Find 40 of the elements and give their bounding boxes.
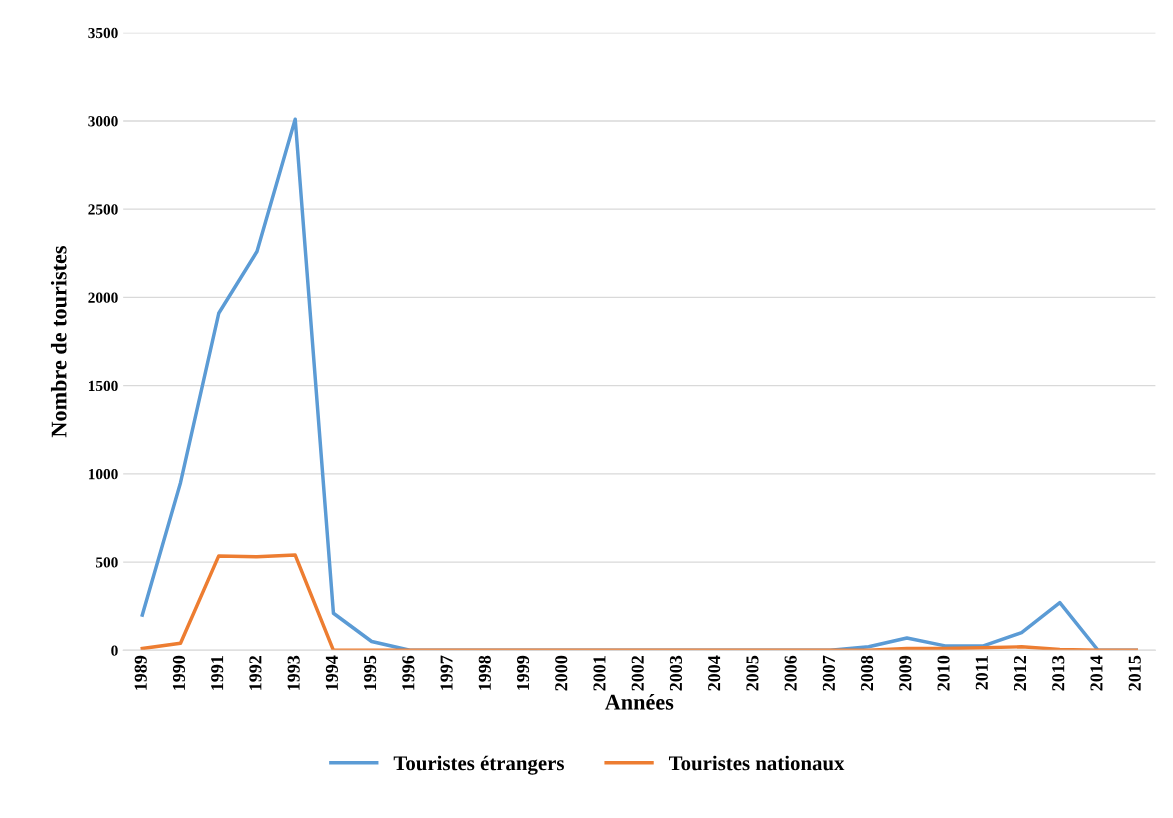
legend-label: Touristes nationaux [668, 755, 845, 771]
y-tick-label: 0 [111, 645, 118, 656]
x-tick-label: 2015 [1128, 655, 1141, 691]
x-tick-label: 1997 [440, 655, 453, 690]
y-tick-label: 1000 [88, 469, 118, 480]
x-tick-label: 2000 [555, 655, 568, 691]
x-tick-label: 1998 [478, 655, 491, 690]
x-tick-label: 2004 [708, 655, 721, 691]
x-tick-label: 1990 [172, 655, 186, 690]
x-tick-label: 2006 [784, 655, 797, 691]
x-tick-label: 2007 [822, 655, 835, 691]
x-tick-label: 2008 [861, 655, 874, 691]
y-tick-label: 2500 [88, 204, 118, 215]
x-tick-label: 2013 [1052, 655, 1065, 691]
x-tick-label: 1989 [134, 655, 147, 690]
y-tick-label: 2000 [88, 292, 118, 303]
x-tick-label: 2005 [746, 655, 759, 691]
x-tick-label: 1991 [211, 656, 224, 690]
x-tick-label: 1992 [249, 655, 262, 690]
y-tick-label: 500 [96, 557, 118, 568]
y-tick-label: 3000 [88, 116, 118, 127]
y-tick-label: 1500 [88, 380, 118, 392]
x-tick-label: 2010 [937, 655, 950, 691]
x-tick-label: 2012 [1013, 655, 1027, 691]
line-series [140, 553, 1139, 651]
legend-label: Touristes étrangers [393, 755, 564, 775]
x-tick-label: 1995 [364, 655, 377, 690]
x-tick-label: 1994 [325, 655, 338, 690]
x-tick-label: 1996 [402, 655, 415, 690]
x-tick-label: 2001 [593, 656, 606, 691]
x-tick-label: 2009 [899, 655, 912, 691]
x-tick-label: 2014 [1090, 655, 1103, 691]
x-axis-title: Années [604, 694, 674, 710]
x-tick-label: 2002 [631, 655, 644, 691]
x-tick-label: 2011 [975, 656, 988, 690]
x-tick-label: 2003 [669, 655, 683, 691]
y-axis-title: Nombre de touristes [50, 245, 67, 438]
x-tick-label: 1999 [516, 655, 530, 690]
y-tick-label: 3500 [88, 27, 118, 39]
x-tick-label: 1993 [287, 655, 300, 690]
